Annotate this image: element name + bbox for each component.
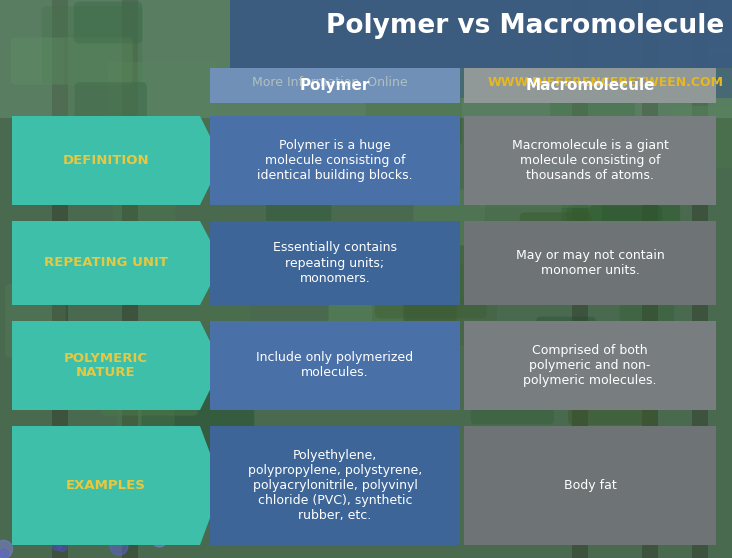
Text: WWW.DIFFERENCEBETWEEN.COM: WWW.DIFFERENCEBETWEEN.COM [488,76,724,89]
Circle shape [145,488,154,497]
Text: May or may not contain
monomer units.: May or may not contain monomer units. [515,249,665,277]
FancyBboxPatch shape [210,116,460,205]
FancyBboxPatch shape [329,301,403,371]
Circle shape [51,509,70,528]
FancyBboxPatch shape [603,323,668,393]
FancyBboxPatch shape [230,0,732,68]
FancyBboxPatch shape [372,297,497,346]
FancyBboxPatch shape [561,187,680,262]
FancyBboxPatch shape [604,40,685,94]
FancyBboxPatch shape [216,130,295,174]
FancyBboxPatch shape [620,302,674,356]
FancyBboxPatch shape [464,426,716,545]
FancyBboxPatch shape [464,221,716,305]
Text: Body fat: Body fat [564,479,616,492]
FancyBboxPatch shape [706,4,732,54]
Polygon shape [12,116,222,205]
Text: DEFINITION: DEFINITION [63,154,149,167]
Circle shape [0,549,9,558]
FancyBboxPatch shape [479,134,592,208]
Circle shape [0,540,12,558]
FancyBboxPatch shape [313,0,435,8]
Polygon shape [12,321,222,410]
FancyBboxPatch shape [572,0,588,558]
Polygon shape [12,221,222,305]
FancyBboxPatch shape [210,321,460,410]
FancyBboxPatch shape [520,213,591,257]
Text: Polymer: Polymer [300,78,370,93]
FancyBboxPatch shape [139,232,251,321]
Text: REPEATING UNIT: REPEATING UNIT [44,257,168,270]
FancyBboxPatch shape [568,360,657,425]
FancyBboxPatch shape [692,0,708,558]
Circle shape [152,532,167,547]
FancyBboxPatch shape [52,0,68,558]
FancyBboxPatch shape [266,201,332,248]
FancyBboxPatch shape [642,0,658,558]
Circle shape [66,514,84,533]
Text: Macromolecule: Macromolecule [526,78,654,93]
FancyBboxPatch shape [464,321,716,410]
Circle shape [57,541,67,551]
FancyBboxPatch shape [0,0,732,118]
FancyBboxPatch shape [471,382,554,424]
FancyBboxPatch shape [5,284,66,358]
Text: Essentially contains
repeating units;
monomers.: Essentially contains repeating units; mo… [273,242,397,285]
Circle shape [52,541,61,550]
Circle shape [86,533,96,543]
FancyBboxPatch shape [550,62,635,133]
Circle shape [167,503,180,516]
FancyBboxPatch shape [11,37,132,85]
FancyBboxPatch shape [414,190,485,246]
Circle shape [53,480,61,488]
FancyBboxPatch shape [420,263,518,304]
Text: Polymer vs Macromolecule: Polymer vs Macromolecule [326,13,724,39]
Text: EXAMPLES: EXAMPLES [66,479,146,492]
Circle shape [106,502,116,512]
FancyBboxPatch shape [108,62,217,150]
FancyBboxPatch shape [485,188,602,263]
FancyBboxPatch shape [404,262,457,324]
Text: Polymer is a huge
molecule consisting of
identical building blocks.: Polymer is a huge molecule consisting of… [257,139,413,182]
FancyBboxPatch shape [230,68,732,98]
Circle shape [76,473,92,488]
Text: Polyethylene,
polypropylene, polystyrene,
polyacrylonitrile, polyvinyl
chloride : Polyethylene, polypropylene, polystyrene… [248,449,422,522]
FancyBboxPatch shape [340,132,451,204]
FancyBboxPatch shape [101,367,198,416]
FancyBboxPatch shape [64,34,135,121]
FancyBboxPatch shape [673,106,732,168]
FancyBboxPatch shape [464,116,716,205]
FancyBboxPatch shape [464,68,716,103]
FancyBboxPatch shape [117,377,174,453]
FancyBboxPatch shape [699,0,732,47]
FancyBboxPatch shape [122,0,138,558]
FancyBboxPatch shape [210,68,460,103]
Text: Comprised of both
polymeric and non-
polymeric molecules.: Comprised of both polymeric and non- pol… [523,344,657,387]
Circle shape [178,485,195,502]
Circle shape [110,537,128,555]
FancyBboxPatch shape [375,245,487,318]
Polygon shape [12,426,222,545]
FancyBboxPatch shape [42,6,142,84]
FancyBboxPatch shape [567,206,662,253]
FancyBboxPatch shape [210,426,460,545]
FancyBboxPatch shape [75,82,147,155]
Text: More Information  Online: More Information Online [253,76,408,89]
FancyBboxPatch shape [552,41,613,103]
FancyBboxPatch shape [210,221,460,305]
FancyBboxPatch shape [141,386,254,460]
FancyBboxPatch shape [266,27,381,83]
FancyBboxPatch shape [536,316,596,403]
FancyBboxPatch shape [74,2,142,44]
Text: POLYMERIC
NATURE: POLYMERIC NATURE [64,352,148,379]
FancyBboxPatch shape [365,95,462,145]
Text: Include only polymerized
molecules.: Include only polymerized molecules. [256,352,414,379]
Text: Macromolecule is a giant
molecule consisting of
thousands of atoms.: Macromolecule is a giant molecule consis… [512,139,668,182]
FancyBboxPatch shape [113,158,175,233]
